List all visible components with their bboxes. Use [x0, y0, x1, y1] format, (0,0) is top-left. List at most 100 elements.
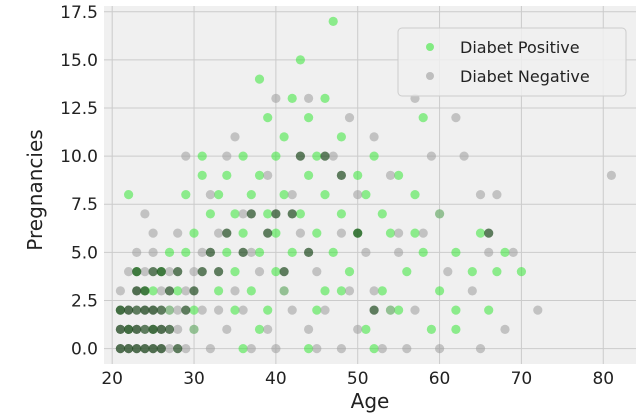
- data-point: [205, 247, 215, 257]
- data-point: [181, 247, 191, 257]
- data-point: [238, 344, 248, 354]
- data-point: [205, 209, 215, 219]
- data-point: [287, 305, 297, 315]
- data-point: [312, 151, 322, 161]
- data-point: [475, 190, 486, 200]
- y-tick-label: 17.5: [60, 3, 98, 23]
- x-tick-label: 60: [429, 369, 451, 389]
- data-point: [132, 344, 142, 354]
- data-point: [500, 324, 510, 334]
- data-point: [140, 344, 150, 354]
- data-point: [369, 344, 379, 354]
- data-point: [148, 305, 158, 315]
- data-point: [271, 93, 281, 103]
- data-point: [467, 267, 477, 277]
- data-point: [263, 228, 273, 238]
- data-point: [353, 324, 363, 334]
- data-point: [222, 247, 232, 257]
- data-point: [410, 190, 420, 200]
- data-point: [484, 305, 494, 315]
- data-point: [148, 228, 158, 238]
- data-point: [435, 344, 445, 354]
- y-tick-label: 2.5: [71, 291, 98, 311]
- data-point: [533, 305, 543, 315]
- data-point: [181, 344, 191, 354]
- data-point: [279, 190, 289, 200]
- data-point: [263, 113, 273, 123]
- x-axis-label: Age: [351, 389, 390, 413]
- y-tick-label: 5.0: [71, 243, 98, 263]
- data-point: [369, 132, 379, 142]
- data-point: [254, 247, 265, 257]
- x-tick-labels: 20 30 40 50 60 70 80: [101, 369, 614, 389]
- data-point: [344, 113, 355, 123]
- data-point: [451, 324, 461, 334]
- data-point: [222, 170, 232, 180]
- y-tick-label: 12.5: [60, 99, 98, 119]
- data-point: [189, 305, 199, 315]
- data-point: [500, 247, 510, 257]
- data-point: [271, 267, 281, 277]
- data-point: [214, 190, 224, 200]
- y-tick-label: 15.0: [60, 51, 98, 71]
- legend-marker-positive: [426, 43, 434, 51]
- data-point: [156, 286, 166, 296]
- data-point: [385, 228, 396, 238]
- data-point: [377, 344, 387, 354]
- data-point: [492, 190, 502, 200]
- data-point: [246, 247, 256, 257]
- data-point: [205, 190, 215, 200]
- data-point: [279, 267, 289, 277]
- data-point: [164, 324, 175, 334]
- data-points: [115, 16, 617, 354]
- data-point: [148, 286, 158, 296]
- data-point: [336, 132, 346, 142]
- data-point: [320, 286, 330, 296]
- data-point: [263, 324, 273, 334]
- data-point: [508, 247, 518, 257]
- data-point: [148, 344, 158, 354]
- data-point: [173, 228, 183, 238]
- x-tick-label: 20: [101, 369, 123, 389]
- data-point: [140, 286, 150, 296]
- data-point: [238, 247, 248, 257]
- data-point: [385, 305, 396, 315]
- data-point: [287, 93, 297, 103]
- legend-box: [397, 27, 627, 97]
- data-point: [451, 247, 461, 257]
- data-point: [410, 228, 420, 238]
- data-point: [402, 344, 412, 354]
- data-point: [222, 228, 232, 238]
- data-point: [173, 267, 183, 277]
- data-point: [173, 305, 183, 315]
- data-point: [443, 267, 453, 277]
- data-point: [344, 267, 355, 277]
- data-point: [230, 267, 240, 277]
- data-point: [140, 324, 150, 334]
- data-point: [148, 247, 158, 257]
- data-point: [132, 267, 142, 277]
- data-point: [271, 209, 281, 219]
- data-point: [304, 324, 314, 334]
- data-point: [214, 305, 224, 315]
- data-point: [164, 344, 175, 354]
- data-point: [132, 247, 142, 257]
- data-point: [263, 209, 273, 219]
- x-tick-label: 80: [592, 369, 614, 389]
- data-point: [516, 267, 527, 277]
- data-point: [238, 151, 248, 161]
- data-point: [467, 286, 477, 296]
- data-point: [312, 267, 322, 277]
- data-point: [246, 344, 256, 354]
- data-point: [394, 247, 404, 257]
- data-point: [320, 151, 330, 161]
- data-point: [230, 286, 240, 296]
- data-point: [459, 151, 469, 161]
- data-point: [385, 170, 396, 180]
- data-point: [451, 113, 461, 123]
- series-group: [115, 151, 494, 354]
- data-point: [279, 132, 289, 142]
- data-point: [344, 286, 355, 296]
- data-point: [124, 267, 134, 277]
- data-point: [394, 228, 404, 238]
